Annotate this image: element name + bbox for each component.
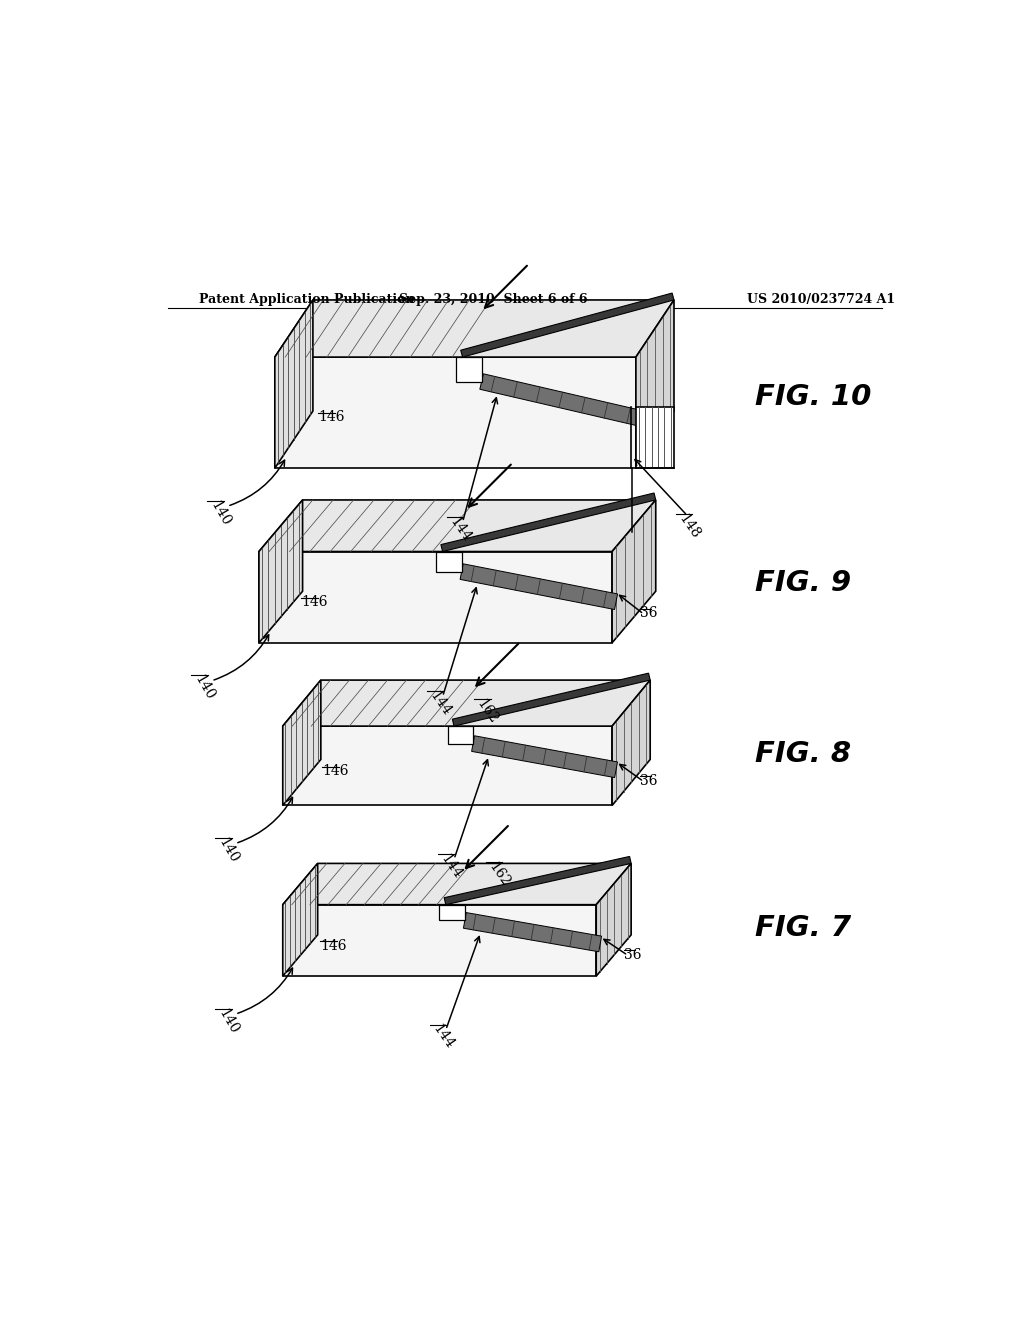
- Text: 146: 146: [321, 939, 347, 953]
- Polygon shape: [453, 673, 650, 726]
- Text: Patent Application Publication: Patent Application Publication: [200, 293, 415, 306]
- Polygon shape: [283, 680, 650, 726]
- Text: Sep. 23, 2010  Sheet 6 of 6: Sep. 23, 2010 Sheet 6 of 6: [398, 293, 588, 306]
- Text: 140: 140: [191, 673, 217, 702]
- Text: 148: 148: [676, 512, 702, 541]
- Polygon shape: [259, 500, 303, 643]
- Polygon shape: [447, 726, 473, 743]
- Text: FIG. 10: FIG. 10: [755, 383, 871, 411]
- Text: 144: 144: [446, 515, 473, 544]
- Polygon shape: [283, 863, 317, 975]
- Text: FIG. 7: FIG. 7: [755, 915, 851, 942]
- Polygon shape: [464, 912, 601, 952]
- Text: 146: 146: [301, 595, 328, 610]
- Text: 144: 144: [427, 689, 454, 718]
- Text: FIG. 8: FIG. 8: [755, 741, 851, 768]
- Polygon shape: [460, 564, 617, 610]
- Text: 140: 140: [215, 1006, 241, 1036]
- Polygon shape: [259, 500, 655, 552]
- Polygon shape: [274, 300, 313, 469]
- Polygon shape: [472, 735, 617, 777]
- Text: 36: 36: [640, 606, 657, 620]
- Polygon shape: [461, 293, 674, 358]
- Polygon shape: [283, 863, 631, 904]
- Polygon shape: [283, 726, 612, 805]
- Text: 36: 36: [640, 774, 657, 788]
- Polygon shape: [596, 863, 631, 975]
- Polygon shape: [274, 300, 674, 358]
- Text: 140: 140: [207, 499, 232, 528]
- Text: 146: 146: [318, 411, 345, 425]
- Polygon shape: [636, 300, 674, 469]
- Polygon shape: [439, 904, 465, 920]
- Text: FIG. 9: FIG. 9: [755, 569, 851, 597]
- Text: 146: 146: [323, 764, 349, 779]
- Text: US 2010/0237724 A1: US 2010/0237724 A1: [748, 293, 895, 306]
- Polygon shape: [636, 407, 674, 469]
- Text: 36: 36: [624, 948, 641, 961]
- Text: 162: 162: [474, 697, 501, 726]
- Polygon shape: [274, 358, 636, 469]
- Polygon shape: [436, 552, 462, 572]
- Text: 162: 162: [485, 859, 512, 890]
- Polygon shape: [283, 680, 321, 805]
- Polygon shape: [480, 374, 642, 426]
- Polygon shape: [441, 492, 655, 552]
- Polygon shape: [457, 358, 481, 381]
- Polygon shape: [612, 500, 655, 643]
- Polygon shape: [444, 857, 631, 904]
- Polygon shape: [283, 904, 596, 975]
- Text: 144: 144: [438, 851, 465, 882]
- Text: 144: 144: [430, 1022, 457, 1052]
- Polygon shape: [259, 552, 612, 643]
- Text: 140: 140: [215, 836, 241, 866]
- Polygon shape: [612, 680, 650, 805]
